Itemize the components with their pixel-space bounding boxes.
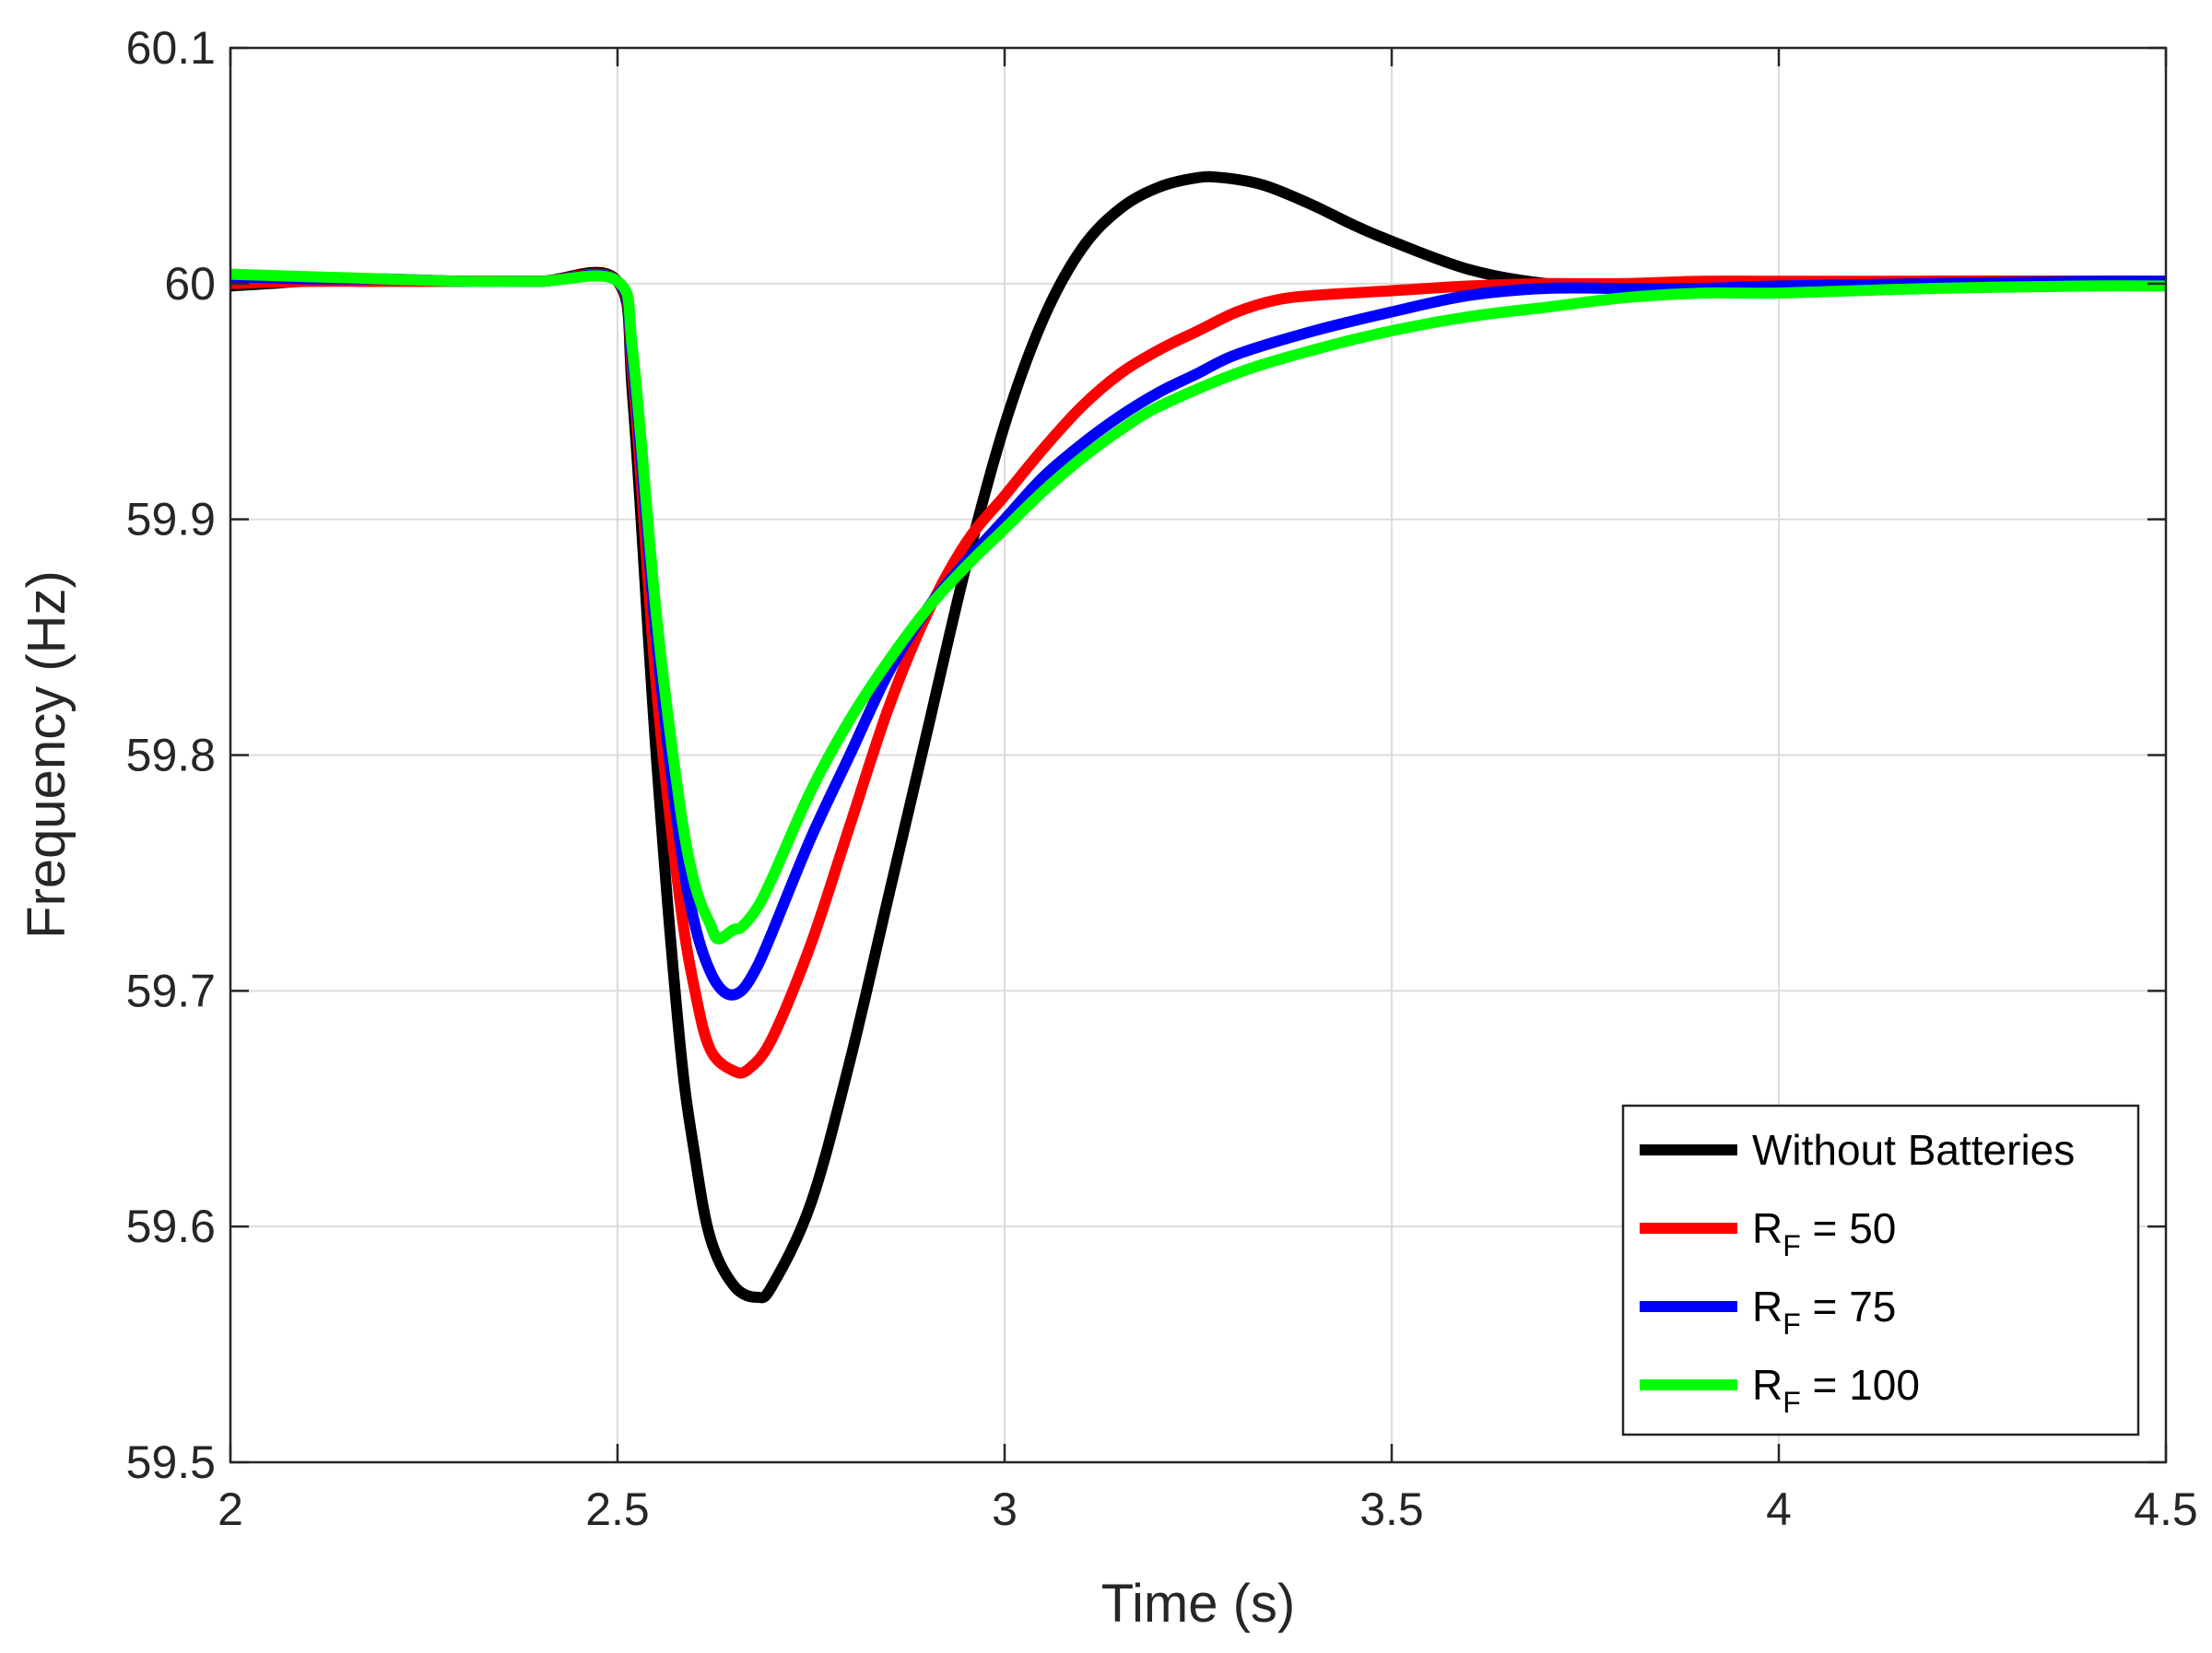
series-line-3 [230,268,2166,944]
x-tick-label: 2.5 [585,1483,650,1535]
grid [229,47,2167,1463]
series-lines [230,170,2166,1304]
axis-ticks [229,46,2168,1464]
y-tick-label: 59.5 [126,1436,216,1488]
x-tick-label: 4 [1766,1483,1792,1535]
legend: Without Batteries RF = 50 RF = 75 RF = 100 [1621,1104,2140,1436]
y-tick-label: 60 [164,258,216,310]
legend-label-1: RF = 50 [1752,1204,1896,1262]
y-tick-label: 60.1 [126,22,216,74]
legend-label-0: Without Batteries [1752,1126,2075,1174]
y-tick-label: 59.8 [126,730,216,781]
y-axis-title: Frequency (Hz) [17,570,76,939]
y-tick-label: 59.9 [126,494,216,545]
x-tick-label: 3.5 [1359,1483,1424,1535]
x-tick-label: 3 [992,1483,1018,1535]
legend-label-3: RF = 100 [1752,1361,1920,1419]
legend-label-2: RF = 75 [1752,1283,1896,1341]
x-tick-label: 2 [218,1483,243,1535]
x-axis-title: Time (s) [1101,1574,1295,1634]
y-tick-label: 59.7 [126,965,216,1016]
tick-labels: 2 2.5 3 3.5 4 4.5 59.5 59.6 59.7 59.8 59.9 60 60.1 [126,22,2198,1535]
x-tick-label: 4.5 [2134,1483,2198,1535]
y-tick-label: 59.6 [126,1201,216,1252]
